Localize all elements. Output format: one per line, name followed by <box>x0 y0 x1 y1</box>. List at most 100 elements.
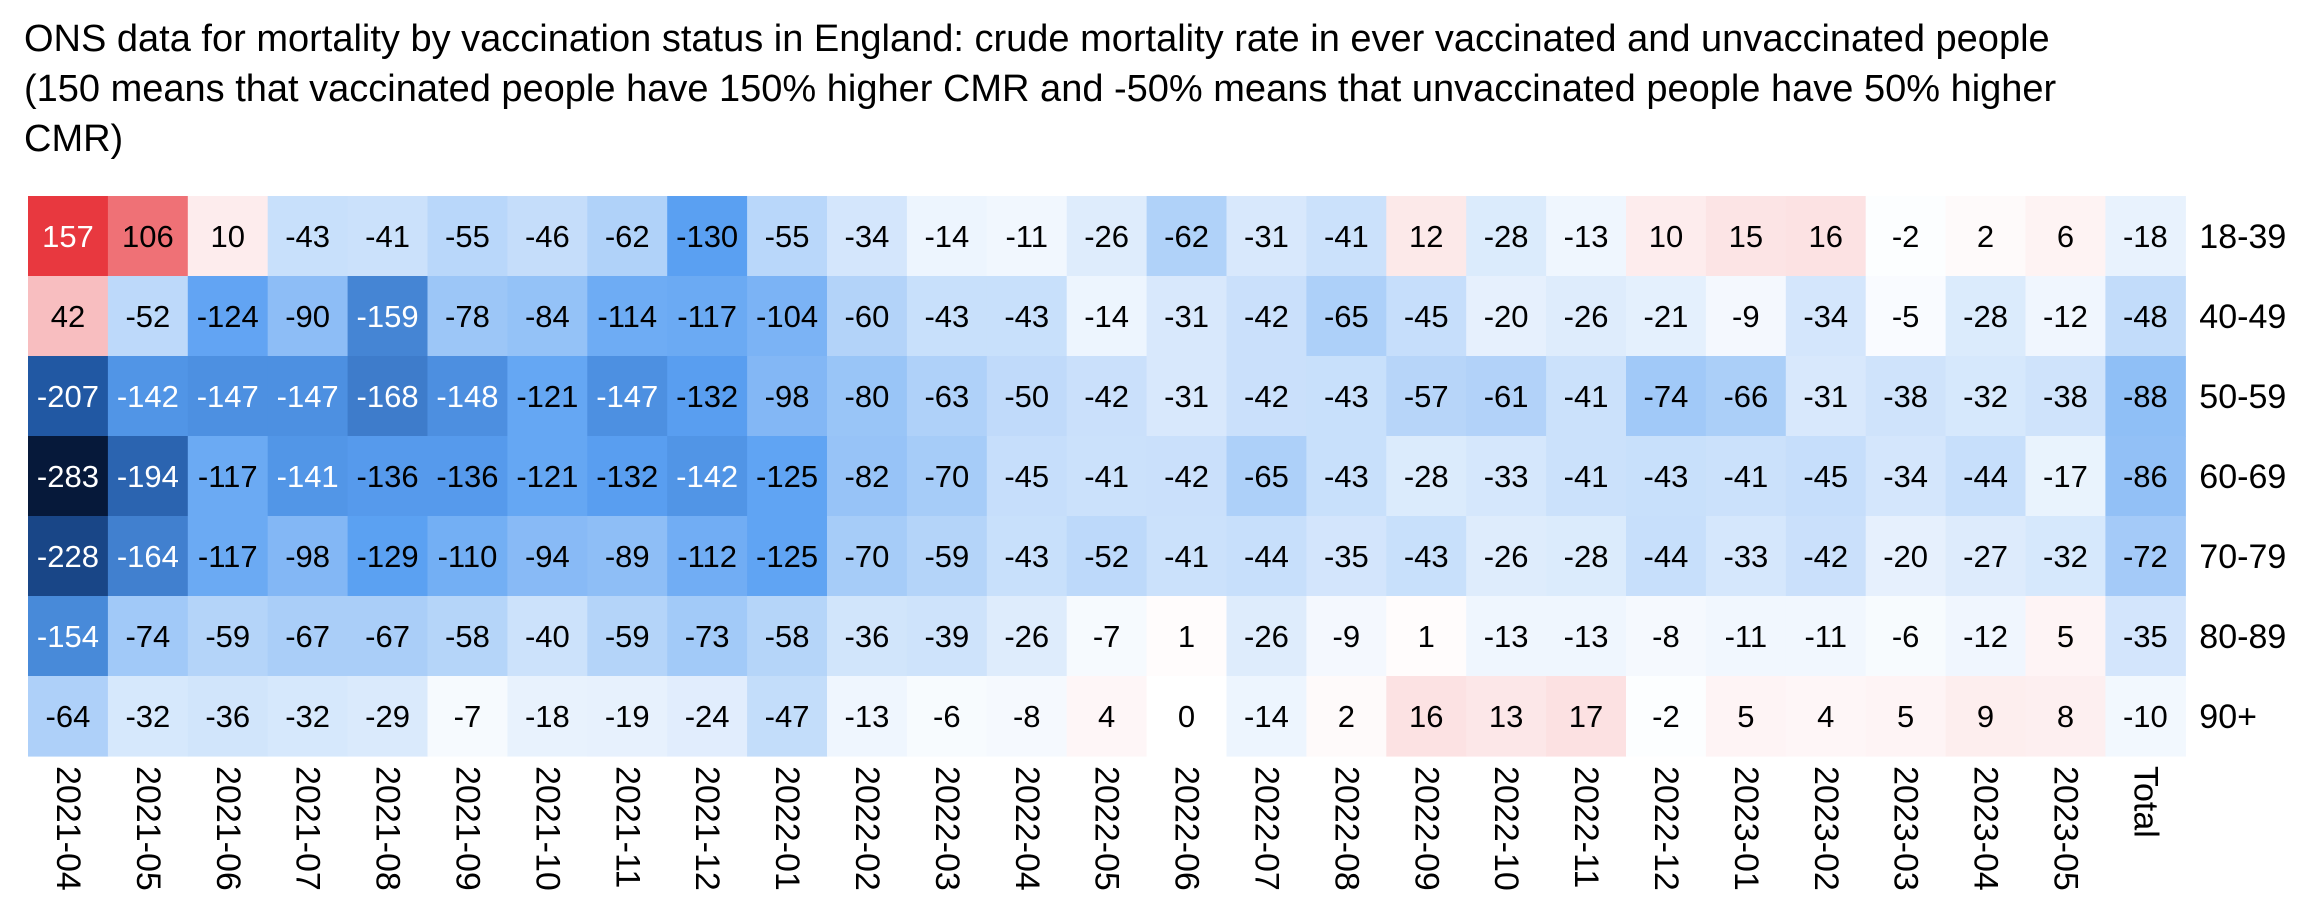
heatmap-cell-value: -121 <box>516 379 578 414</box>
heatmap-cell <box>2105 356 2186 437</box>
heatmap-cell <box>1226 196 1307 277</box>
heatmap-cell-value: -41 <box>1084 459 1129 494</box>
heatmap-cell-value: -164 <box>117 539 179 574</box>
heatmap-cell <box>1226 276 1307 357</box>
heatmap-cell <box>2025 196 2106 277</box>
heatmap-cell-value: 8 <box>2057 699 2074 734</box>
heatmap-cell-value: -98 <box>285 539 330 574</box>
heatmap-cell <box>507 676 588 757</box>
heatmap-cell <box>667 516 748 597</box>
heatmap-cell <box>1785 676 1867 757</box>
heatmap-cell <box>2105 196 2186 277</box>
heatmap-cell-value: -44 <box>1963 459 2008 494</box>
heatmap-cell-value: 6 <box>2057 219 2074 254</box>
heatmap-cell <box>347 436 429 517</box>
heatmap-cell <box>1626 276 1707 357</box>
heatmap-cell-value: -13 <box>1484 619 1529 654</box>
heatmap-cell-value: 5 <box>2057 619 2074 654</box>
heatmap-cell <box>28 516 109 597</box>
heatmap-cell <box>347 676 429 757</box>
heatmap-cell-value: -34 <box>845 219 890 254</box>
heatmap-cell <box>827 196 908 277</box>
heatmap-cell-value: -27 <box>1963 539 2008 574</box>
heatmap-cell <box>1386 276 1467 357</box>
heatmap-cell <box>267 516 349 597</box>
heatmap-cell <box>906 276 988 357</box>
heatmap-cell <box>107 596 189 677</box>
heatmap-cell <box>28 356 109 437</box>
heatmap-cell <box>827 356 908 437</box>
heatmap-cell <box>986 596 1068 677</box>
heatmap-cell-value: 15 <box>1729 219 1763 254</box>
heatmap-cell <box>827 596 908 677</box>
heatmap-cell-value: -89 <box>605 539 650 574</box>
heatmap-cell <box>906 196 988 277</box>
heatmap-cell-value: -55 <box>765 219 810 254</box>
heatmap-cell <box>1546 516 1627 597</box>
heatmap-cell <box>667 676 748 757</box>
heatmap-cell <box>747 436 828 517</box>
heatmap-cell <box>1306 436 1387 517</box>
heatmap-cell <box>427 516 508 597</box>
heatmap-cell <box>1226 516 1307 597</box>
heatmap-cell-value: -63 <box>924 379 969 414</box>
heatmap-cell <box>1306 516 1387 597</box>
heatmap-cell <box>2105 516 2186 597</box>
heatmap-cell <box>667 596 748 677</box>
heatmap-cell <box>1785 436 1867 517</box>
heatmap-cell <box>1945 356 2027 437</box>
heatmap-cell <box>1386 596 1467 677</box>
heatmap-cell-value: -45 <box>1803 459 1848 494</box>
heatmap-cell-value: -86 <box>2123 459 2168 494</box>
heatmap-cell-value: -43 <box>1404 539 1449 574</box>
column-label: 2021-11 <box>608 766 646 888</box>
heatmap-cell <box>587 356 668 437</box>
heatmap-cell-value: -26 <box>1244 619 1289 654</box>
column-label: 2021-10 <box>528 766 566 891</box>
heatmap-cell <box>1066 436 1148 517</box>
heatmap-cell <box>1785 356 1867 437</box>
heatmap-cell <box>667 436 748 517</box>
heatmap-cell-value: -43 <box>1324 379 1369 414</box>
column-labels: 2021-04 2021-05 2021-06 2021-07 2021-08 2021-… <box>49 766 2164 891</box>
heatmap-cells <box>28 196 2186 757</box>
heatmap-cell-value: -59 <box>924 539 969 574</box>
heatmap-cell <box>906 436 988 517</box>
heatmap-cell <box>2105 596 2186 677</box>
heatmap-cell-value: -117 <box>677 299 737 334</box>
heatmap-cell <box>1546 596 1627 677</box>
heatmap-cell-value: -41 <box>365 219 410 254</box>
heatmap-cell-value: -43 <box>1004 539 1049 574</box>
heatmap-cell-value: -26 <box>1004 619 1049 654</box>
heatmap-cell <box>1306 276 1387 357</box>
heatmap-cell-value: -84 <box>525 299 570 334</box>
heatmap-cell <box>1466 676 1547 757</box>
heatmap-cell <box>747 596 828 677</box>
heatmap-cell <box>747 676 828 757</box>
heatmap-cell <box>986 516 1068 597</box>
heatmap-cell-value: -82 <box>845 459 890 494</box>
row-label: 40-49 <box>2199 298 2286 336</box>
heatmap-cell-value: -34 <box>1803 299 1848 334</box>
heatmap-cell-value: -117 <box>198 459 258 494</box>
heatmap-cell-value: -31 <box>1803 379 1848 414</box>
heatmap-cell-value: -142 <box>117 379 179 414</box>
column-label: 2021-08 <box>369 766 407 891</box>
heatmap-cell-value: -42 <box>1244 379 1289 414</box>
heatmap-cell <box>267 356 349 437</box>
heatmap-cell-value: -129 <box>357 539 419 574</box>
heatmap-cell <box>1626 676 1707 757</box>
heatmap-cell-value: -112 <box>677 539 737 574</box>
heatmap-cell <box>1705 596 1787 677</box>
chart-title-line-2: (150 means that vaccinated people have 1… <box>24 68 2057 110</box>
heatmap-cell <box>347 516 429 597</box>
heatmap-cell <box>427 676 508 757</box>
heatmap-cell <box>1945 596 2027 677</box>
heatmap-cell <box>587 196 668 277</box>
heatmap-cell <box>267 596 349 677</box>
heatmap-cell-value: -2 <box>1892 219 1920 254</box>
heatmap-cell-value: -65 <box>1324 299 1369 334</box>
heatmap-cell-value: -11 <box>1725 619 1768 654</box>
heatmap-cell <box>1466 596 1547 677</box>
heatmap-cell <box>1066 276 1148 357</box>
